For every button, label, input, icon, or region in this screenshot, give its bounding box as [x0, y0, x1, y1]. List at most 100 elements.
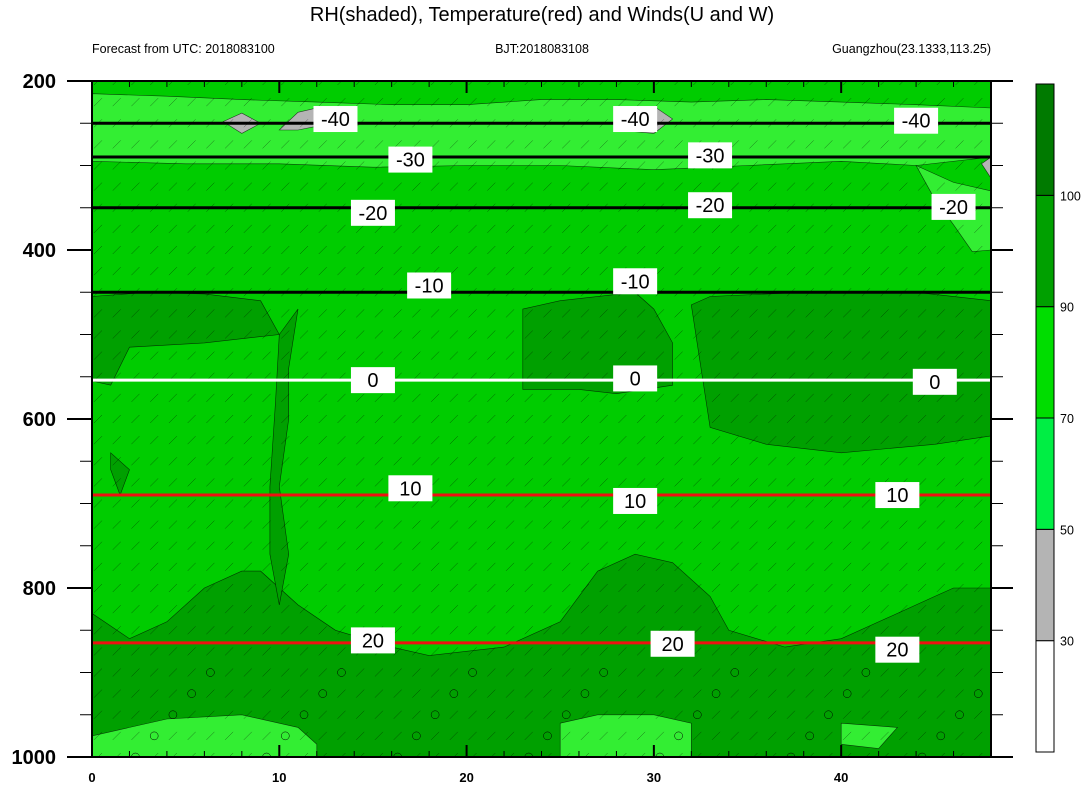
- wind-barb: [356, 457, 365, 466]
- wind-barb: [356, 182, 365, 191]
- wind-barb: [131, 224, 140, 234]
- wind-barb: [805, 393, 814, 403]
- wind-barb: [131, 81, 136, 86]
- isotherm-label: -20: [350, 199, 395, 226]
- wind-barb: [318, 478, 327, 487]
- isotherm-label-box: [894, 107, 939, 134]
- wind-barb: [936, 161, 945, 170]
- wind-barb: [487, 478, 496, 487]
- wind-barb: [917, 245, 927, 255]
- wind-barb: [168, 604, 178, 614]
- wind-barb: [711, 224, 721, 234]
- wind-barb: [472, 752, 477, 757]
- wind-barb: [917, 647, 927, 656]
- isotherm-label-text: -20: [358, 203, 387, 225]
- wind-barb: [524, 520, 533, 529]
- wind-barb: [917, 520, 927, 529]
- wind-barb: [974, 435, 983, 445]
- wind-barb: [224, 731, 234, 741]
- wind-barb: [805, 520, 814, 529]
- wind-barb: [674, 393, 683, 403]
- wind-barb: [449, 710, 459, 719]
- wind-barb: [749, 161, 758, 170]
- wind-barb: [917, 140, 927, 149]
- wind-barb: [318, 245, 327, 255]
- wind-barb: [880, 330, 889, 339]
- wind-barb: [936, 393, 945, 403]
- wind-barb: [936, 330, 945, 339]
- wind-barb: [618, 435, 627, 445]
- wind-barb: [842, 668, 852, 677]
- wind-barb: [618, 97, 627, 107]
- wind-barb: [337, 457, 346, 466]
- wind-barb: [150, 309, 159, 318]
- wind-barb: [543, 414, 552, 424]
- wind-barb: [842, 309, 852, 318]
- wind-barb: [112, 393, 121, 403]
- wind-barb: [281, 689, 290, 698]
- wind-barb: [187, 309, 196, 318]
- chart-title: RH(shaded), Temperature(red) and Winds(U…: [310, 4, 774, 26]
- wind-barb: [243, 414, 253, 424]
- wind-barb: [749, 668, 758, 677]
- wind-barb: [487, 309, 496, 318]
- wind-barb: [580, 182, 590, 191]
- isotherm-label-text: -20: [939, 197, 968, 219]
- wind-barb: [318, 499, 327, 508]
- wind-barb: [917, 604, 927, 614]
- wind-barb: [955, 161, 964, 170]
- wind-barb: [711, 351, 721, 360]
- wind-barb: [618, 562, 627, 572]
- wind-barb: [281, 161, 290, 170]
- wind-barb: [247, 752, 253, 757]
- wind-barb: [524, 414, 533, 424]
- isotherm-label: -30: [688, 142, 733, 169]
- wind-barb: [412, 224, 421, 234]
- wind-barb: [711, 731, 721, 741]
- wind-barb: [861, 224, 871, 234]
- wind-barb: [599, 435, 608, 445]
- wind-barb: [543, 499, 552, 508]
- wind-barb: [374, 140, 384, 149]
- wind-barb: [917, 266, 927, 276]
- wind-barb: [730, 689, 739, 698]
- wind-barb: [899, 583, 908, 593]
- wind-barb: [243, 161, 253, 170]
- wind-barb: [580, 393, 590, 403]
- wind-barb: [543, 457, 552, 466]
- wind-barb: [468, 435, 477, 445]
- wind-barb: [262, 668, 271, 677]
- wind-barb: [524, 266, 533, 276]
- wind-barb: [768, 668, 777, 677]
- rh-region-4: [92, 553, 991, 757]
- wind-barb: [299, 351, 309, 360]
- wind-barb: [599, 457, 608, 466]
- wind-barb: [168, 647, 178, 656]
- wind-barb: [805, 182, 814, 191]
- rh-region-5: [269, 308, 299, 605]
- wind-barb: [599, 626, 608, 635]
- wind-barb: [693, 520, 702, 529]
- wind-barb: [655, 520, 665, 529]
- wind-barb: [337, 224, 346, 234]
- wind-barb: [337, 583, 346, 593]
- wind-barb: [562, 245, 571, 255]
- wind-barb: [393, 330, 402, 339]
- wind-barb: [131, 309, 140, 318]
- wind-barb: [842, 604, 852, 614]
- wind-barb: [449, 309, 459, 318]
- wind-barb: [805, 562, 814, 572]
- wind-barb: [636, 224, 646, 234]
- wind-barb: [824, 562, 833, 572]
- wind-barb: [543, 266, 552, 276]
- wind-barb: [93, 689, 103, 698]
- wind-barb: [243, 478, 253, 487]
- wind-barb: [168, 245, 178, 255]
- wind-barb: [824, 245, 833, 255]
- wind-barb: [824, 626, 833, 635]
- wind-barb: [917, 478, 927, 487]
- wind-barb: [131, 161, 140, 170]
- wind-barb: [281, 562, 290, 572]
- wind-barb: [262, 245, 271, 255]
- wind-barb: [655, 330, 665, 339]
